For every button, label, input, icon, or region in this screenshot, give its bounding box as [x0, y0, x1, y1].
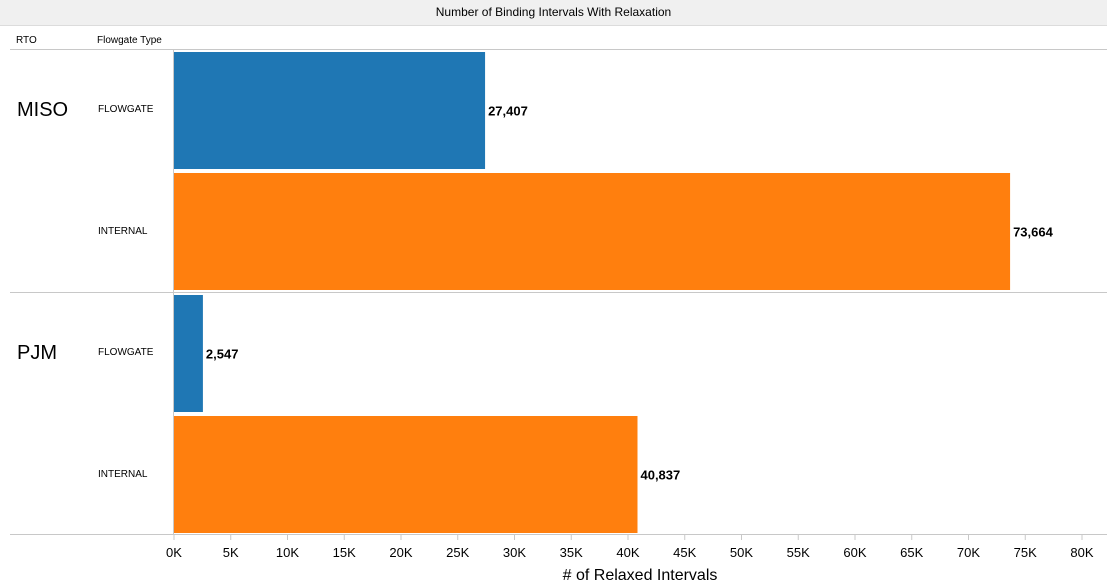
- category-label-pjm-internal: INTERNAL: [98, 469, 148, 480]
- group-label-pjm: PJM: [17, 342, 57, 364]
- x-tick-label: 20K: [389, 545, 412, 560]
- value-label-miso-internal: 73,664: [1013, 225, 1054, 240]
- bar-pjm-internal: [174, 416, 638, 533]
- x-tick-label: 60K: [843, 545, 866, 560]
- bar-pjm-flowgate: [174, 295, 203, 412]
- x-tick-label: 35K: [560, 545, 583, 560]
- chart-title: Number of Binding Intervals With Relaxat…: [0, 0, 1107, 26]
- x-tick-label: 10K: [276, 545, 299, 560]
- x-tick-label: 5K: [223, 545, 239, 560]
- category-label-miso-internal: INTERNAL: [98, 226, 148, 237]
- x-tick-label: 15K: [333, 545, 356, 560]
- x-tick-label: 65K: [900, 545, 923, 560]
- bar-miso-internal: [174, 173, 1011, 290]
- x-tick-label: 75K: [1014, 545, 1037, 560]
- x-tick-label: 0K: [166, 545, 182, 560]
- x-tick-label: 70K: [957, 545, 980, 560]
- category-label-pjm-flowgate: FLOWGATE: [98, 347, 154, 358]
- flowgate-type-column-header: Flowgate Type: [97, 35, 162, 46]
- group-label-miso: MISO: [17, 99, 69, 121]
- x-tick-label: 30K: [503, 545, 526, 560]
- category-label-miso-flowgate: FLOWGATE: [98, 104, 154, 115]
- x-tick-label: 50K: [730, 545, 753, 560]
- value-label-miso-flowgate: 27,407: [488, 104, 528, 119]
- x-tick-label: 25K: [446, 545, 469, 560]
- x-tick-label: 55K: [787, 545, 810, 560]
- rto-column-header: RTO: [16, 35, 37, 46]
- x-tick-label: 80K: [1070, 545, 1093, 560]
- bar-miso-flowgate: [174, 52, 486, 169]
- value-label-pjm-flowgate: 2,547: [206, 347, 239, 362]
- x-tick-label: 45K: [673, 545, 696, 560]
- value-label-pjm-internal: 40,837: [640, 468, 680, 483]
- x-tick-label: 40K: [616, 545, 639, 560]
- x-axis-title: # of Relaxed Intervals: [563, 567, 718, 584]
